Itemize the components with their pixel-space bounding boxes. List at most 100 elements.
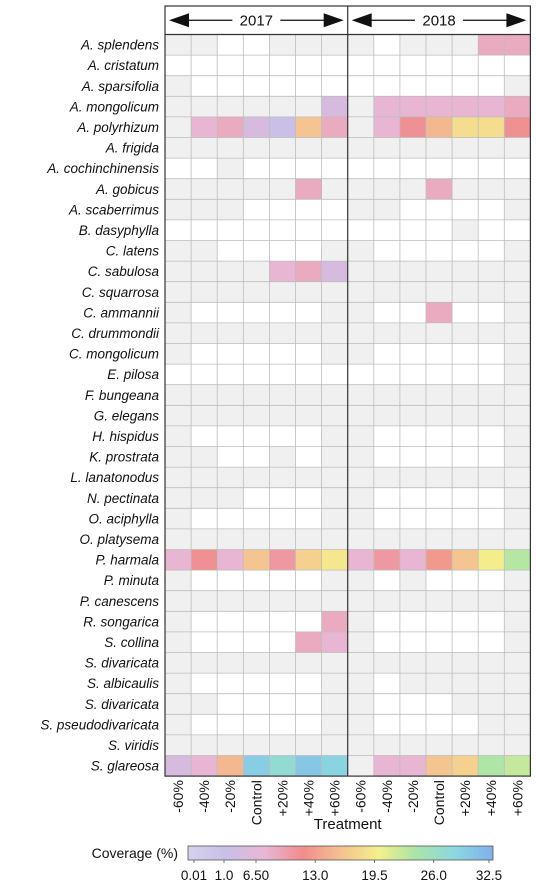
heatmap-cell — [243, 178, 270, 200]
species-label: A. splendens — [80, 38, 159, 53]
heatmap-cell — [165, 570, 192, 591]
heatmap-cell — [347, 281, 374, 303]
heatmap-cell — [321, 549, 348, 571]
heatmap-cell — [243, 528, 270, 550]
species-label: H. hispidus — [92, 429, 159, 444]
species-labels: A. splendens A. cristatum A. sparsifolia A.… — [40, 38, 160, 774]
heatmap-cell — [321, 137, 348, 159]
heatmap-cell — [191, 693, 218, 715]
heatmap-cell — [243, 549, 270, 571]
heatmap-cell — [347, 549, 374, 571]
heatmap-cell — [217, 405, 244, 426]
heatmap-cell — [426, 384, 453, 406]
heatmap-cell — [191, 549, 218, 571]
heatmap-cell — [504, 34, 531, 56]
heatmap-cell — [165, 693, 192, 715]
heatmap-cell — [191, 178, 218, 200]
species-label: C. sabulosa — [88, 264, 160, 279]
heatmap-cell — [504, 96, 531, 117]
species-label: S. pseudodivaricata — [40, 717, 159, 732]
heatmap-cell — [191, 240, 218, 262]
heatmap-cell — [373, 116, 400, 138]
heatmap-cell — [426, 673, 453, 694]
heatmap-cell — [347, 343, 374, 365]
heatmap-cell — [295, 34, 322, 56]
heatmap-cell — [217, 137, 244, 159]
heatmap-cell — [399, 178, 426, 200]
heatmap-cell — [399, 322, 426, 344]
heatmap-cell — [426, 322, 453, 344]
heatmap-cell — [165, 631, 192, 653]
species-label: P. minuta — [104, 573, 160, 588]
colorbar-tick-label: 1.0 — [215, 868, 234, 883]
heatmap-cell — [191, 487, 218, 509]
heatmap-cell — [269, 446, 296, 468]
heatmap-cell — [217, 158, 244, 179]
heatmap-cell — [295, 734, 322, 756]
colorbar-tick-label: 0.01 — [181, 868, 207, 883]
heatmap-cell — [347, 590, 374, 612]
species-label: C. squarrosa — [82, 285, 160, 300]
heatmap-cell — [373, 549, 400, 571]
species-label: F. bungeana — [85, 388, 160, 403]
heatmap-cell — [295, 137, 322, 159]
heatmap-cell — [347, 652, 374, 674]
heatmap-cell — [452, 549, 479, 571]
heatmap-cell — [295, 405, 322, 426]
heatmap-cell — [504, 673, 531, 694]
heatmap-cell — [347, 137, 374, 159]
heatmap-cell — [295, 322, 322, 344]
heatmap-cell — [191, 116, 218, 138]
heatmap-cell — [347, 116, 374, 138]
heatmap-cell — [243, 652, 270, 674]
heatmap-cell — [191, 34, 218, 56]
species-label: P. harmala — [95, 553, 159, 568]
heatmap-cell — [217, 199, 244, 220]
heatmap-cell — [452, 652, 479, 674]
heatmap-cell — [399, 734, 426, 756]
heatmap-cell — [321, 240, 348, 262]
heatmap-cell — [373, 528, 400, 550]
heatmap-cell — [191, 137, 218, 159]
heatmap-cell — [295, 467, 322, 488]
x-axis-title: Treatment — [314, 816, 383, 833]
heatmap-cell — [321, 528, 348, 550]
heatmap-cell — [269, 467, 296, 488]
heatmap-cell — [165, 199, 192, 220]
heatmap-cell — [504, 508, 531, 529]
heatmap-cell — [217, 549, 244, 571]
heatmap-cell — [347, 673, 374, 694]
heatmap-cell — [478, 322, 505, 344]
heatmap-cell — [478, 96, 505, 117]
heatmap-cell — [452, 322, 479, 344]
species-label: O. aciphylla — [88, 511, 159, 526]
heatmap-cell — [191, 199, 218, 220]
heatmap-cell — [452, 34, 479, 56]
heatmap-cell — [165, 590, 192, 612]
heatmap-cell — [347, 631, 374, 653]
heatmap-cell — [321, 714, 348, 735]
heatmap-cell — [269, 755, 296, 777]
heatmap-cell — [321, 405, 348, 426]
heatmap-cell — [347, 693, 374, 715]
year-header: 2018 — [351, 12, 527, 29]
heatmap-cell — [426, 590, 453, 612]
heatmap-cell — [426, 96, 453, 117]
arrow-left-icon — [169, 13, 189, 28]
heatmap-cell — [452, 405, 479, 426]
heatmap-cell — [452, 590, 479, 612]
heatmap-cell — [269, 590, 296, 612]
species-label: R. songarica — [83, 614, 159, 629]
heatmap-cell — [243, 734, 270, 756]
heatmap-cell — [165, 75, 192, 97]
heatmap-cell — [243, 755, 270, 777]
heatmap-cell — [321, 343, 348, 365]
species-label: A. sparsifolia — [81, 79, 160, 94]
heatmap-cell — [347, 322, 374, 344]
heatmap-cell — [504, 116, 531, 138]
heatmap-cell — [504, 446, 531, 468]
species-label: S. divaricata — [85, 697, 160, 712]
heatmap-cell — [165, 611, 192, 632]
heatmap-cell — [191, 590, 218, 612]
heatmap-cell — [452, 673, 479, 694]
